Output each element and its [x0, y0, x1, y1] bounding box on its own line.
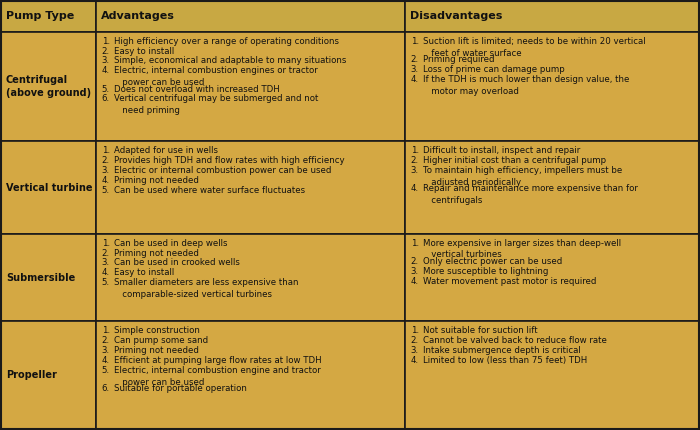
Text: Submersible: Submersible [6, 273, 76, 283]
Text: Simple construction: Simple construction [113, 326, 200, 335]
Text: 1.: 1. [411, 147, 419, 156]
Text: Vertical centrifugal may be submerged and not
   need priming: Vertical centrifugal may be submerged an… [113, 95, 318, 115]
Bar [1, 32, 96, 141]
Text: Provides high TDH and flow rates with high efficiency: Provides high TDH and flow rates with hi… [113, 157, 344, 166]
Bar [1, 141, 96, 233]
Text: To maintain high efficiency, impellers must be
   adjusted periodically: To maintain high efficiency, impellers m… [423, 166, 622, 187]
Text: 1.: 1. [411, 326, 419, 335]
Bar [96, 233, 405, 322]
Text: 2.: 2. [102, 46, 110, 55]
Text: 5.: 5. [102, 366, 110, 375]
Text: 4.: 4. [411, 184, 419, 194]
Text: 2.: 2. [411, 336, 419, 345]
Text: 3.: 3. [411, 267, 419, 276]
Text: Simple, economical and adaptable to many situations: Simple, economical and adaptable to many… [113, 56, 346, 65]
Text: Water movement past motor is required: Water movement past motor is required [423, 276, 596, 286]
Text: Suitable for portable operation: Suitable for portable operation [113, 384, 246, 393]
Text: 4.: 4. [411, 75, 419, 84]
Text: Electric, internal combustion engines or tractor
   power can be used: Electric, internal combustion engines or… [113, 66, 318, 87]
Text: 3.: 3. [102, 166, 110, 175]
Text: Electric, internal combustion engine and tractor
   power can be used: Electric, internal combustion engine and… [113, 366, 321, 387]
Text: Cannot be valved back to reduce flow rate: Cannot be valved back to reduce flow rat… [423, 336, 607, 345]
Text: 4.: 4. [102, 176, 110, 185]
Text: 1.: 1. [102, 37, 110, 46]
Text: Efficient at pumping large flow rates at low TDH: Efficient at pumping large flow rates at… [113, 356, 321, 365]
Text: Smaller diameters are less expensive than
   comparable-sized vertical turbines: Smaller diameters are less expensive tha… [113, 278, 298, 299]
Text: Intake submergence depth is critical: Intake submergence depth is critical [423, 346, 580, 355]
Text: 3.: 3. [102, 56, 110, 65]
Text: Can be used in deep wells: Can be used in deep wells [113, 239, 228, 248]
Text: 4.: 4. [102, 66, 110, 75]
Text: Propeller: Propeller [6, 370, 57, 380]
Text: 3.: 3. [411, 166, 419, 175]
Text: 2.: 2. [411, 55, 419, 64]
Text: 4.: 4. [411, 356, 419, 365]
Text: 2.: 2. [102, 157, 110, 166]
Text: Electric or internal combustion power can be used: Electric or internal combustion power ca… [113, 166, 331, 175]
Text: Pump Type: Pump Type [6, 11, 74, 22]
Text: Suction lift is limited; needs to be within 20 vertical
   feet of water surface: Suction lift is limited; needs to be wit… [423, 37, 645, 58]
Text: High efficiency over a range of operating conditions: High efficiency over a range of operatin… [113, 37, 339, 46]
Bar [405, 322, 699, 429]
Text: Loss of prime can damage pump: Loss of prime can damage pump [423, 65, 565, 74]
Bar [1, 233, 96, 322]
Text: Disadvantages: Disadvantages [410, 11, 502, 22]
Text: 5.: 5. [102, 85, 110, 94]
Text: 4.: 4. [411, 276, 419, 286]
Text: Easy to install: Easy to install [113, 268, 174, 277]
Text: 2.: 2. [411, 257, 419, 266]
Text: 2.: 2. [102, 336, 110, 345]
Text: More susceptible to lightning: More susceptible to lightning [423, 267, 548, 276]
Text: 6.: 6. [102, 95, 110, 104]
Text: Can pump some sand: Can pump some sand [113, 336, 208, 345]
Text: More expensive in larger sizes than deep-well
   vertical turbines: More expensive in larger sizes than deep… [423, 239, 621, 259]
Text: Repair and maintenance more expensive than for
   centrifugals: Repair and maintenance more expensive th… [423, 184, 638, 205]
Text: Priming not needed: Priming not needed [113, 346, 199, 355]
Text: 3.: 3. [102, 346, 110, 355]
Text: 2.: 2. [102, 249, 110, 258]
Text: Easy to install: Easy to install [113, 46, 174, 55]
Text: 1.: 1. [102, 147, 110, 156]
Bar [405, 1, 699, 32]
Bar [1, 1, 96, 32]
Text: Higher initial cost than a centrifugal pump: Higher initial cost than a centrifugal p… [423, 157, 606, 166]
Text: 1.: 1. [102, 239, 110, 248]
Text: Difficult to install, inspect and repair: Difficult to install, inspect and repair [423, 147, 580, 156]
Text: Not suitable for suction lift: Not suitable for suction lift [423, 326, 538, 335]
Text: 4.: 4. [102, 356, 110, 365]
Text: 5.: 5. [102, 278, 110, 287]
Text: If the TDH is much lower than design value, the
   motor may overload: If the TDH is much lower than design val… [423, 75, 629, 95]
Text: 5.: 5. [102, 186, 110, 195]
Bar [405, 32, 699, 141]
Text: 3.: 3. [102, 258, 110, 267]
Bar [405, 233, 699, 322]
Text: Limited to low (less than 75 feet) TDH: Limited to low (less than 75 feet) TDH [423, 356, 587, 365]
Text: Can be used where water surface fluctuates: Can be used where water surface fluctuat… [113, 186, 305, 195]
Text: Priming not needed: Priming not needed [113, 176, 199, 185]
Text: 1.: 1. [102, 326, 110, 335]
Text: 3.: 3. [411, 346, 419, 355]
Text: 4.: 4. [102, 268, 110, 277]
Text: 3.: 3. [411, 65, 419, 74]
Bar [1, 322, 96, 429]
Text: Priming not needed: Priming not needed [113, 249, 199, 258]
Text: 1.: 1. [411, 37, 419, 46]
Bar [96, 1, 405, 32]
Text: Adapted for use in wells: Adapted for use in wells [113, 147, 218, 156]
Text: Only electric power can be used: Only electric power can be used [423, 257, 562, 266]
Bar [96, 322, 405, 429]
Text: 1.: 1. [411, 239, 419, 248]
Bar [96, 32, 405, 141]
Text: Priming required: Priming required [423, 55, 494, 64]
Text: Advantages: Advantages [101, 11, 174, 22]
Bar [405, 141, 699, 233]
Text: Does not overload with increased TDH: Does not overload with increased TDH [113, 85, 279, 94]
Text: Vertical turbine: Vertical turbine [6, 183, 92, 193]
Text: Centrifugal
(above ground): Centrifugal (above ground) [6, 75, 91, 98]
Text: 2.: 2. [411, 157, 419, 166]
Text: 6.: 6. [102, 384, 110, 393]
Bar [96, 141, 405, 233]
Text: Can be used in crooked wells: Can be used in crooked wells [113, 258, 239, 267]
